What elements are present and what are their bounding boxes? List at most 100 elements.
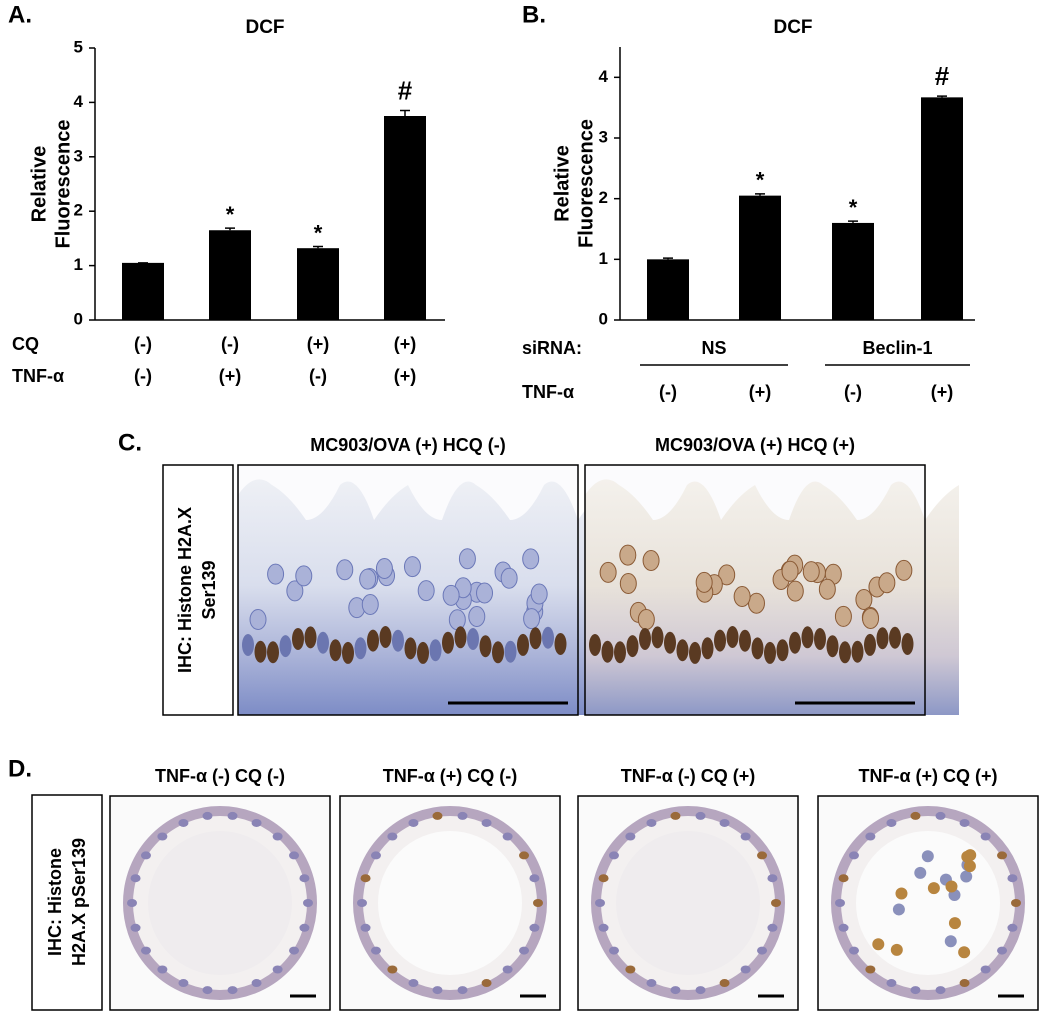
nucleus [945, 880, 958, 893]
nucleus [619, 544, 637, 566]
nucleus [959, 979, 970, 988]
nucleus [714, 629, 726, 652]
nucleus [614, 641, 626, 664]
image-title: TNF-α (-) CQ (+) [621, 766, 756, 786]
nucleus [695, 571, 713, 593]
row-label: TNF-α [522, 382, 574, 402]
nucleus [676, 639, 689, 662]
nucleus [776, 639, 789, 662]
row-label: TNF-α [12, 366, 64, 386]
nucleus [789, 631, 801, 654]
nucleus [601, 640, 614, 663]
significance-label: * [756, 168, 765, 193]
micrograph [817, 795, 1039, 1011]
nucleus [404, 637, 417, 660]
nucleus [872, 938, 885, 951]
error-bar [313, 245, 323, 249]
y-tick-label: 3 [599, 127, 608, 146]
nucleus [304, 626, 317, 649]
nucleus [502, 965, 513, 974]
nucleus [408, 818, 419, 827]
nucleus [886, 979, 897, 988]
nucleus [670, 986, 681, 995]
panel-label: B. [522, 1, 546, 28]
nucleus [448, 609, 466, 631]
nucleus [740, 832, 751, 841]
nucleus [202, 986, 213, 995]
nucleus [249, 608, 267, 630]
nucleus [299, 923, 310, 932]
nucleus [251, 818, 262, 827]
significance-label: # [398, 75, 413, 105]
nucleus [476, 582, 494, 604]
nucleus [481, 818, 492, 827]
nucleus [379, 626, 392, 649]
micrograph [237, 464, 612, 716]
condition-label: (-) [221, 334, 239, 354]
nucleus [892, 903, 905, 916]
bar [739, 195, 781, 320]
nucleus [251, 979, 262, 988]
bar [832, 222, 874, 320]
nucleus [747, 592, 765, 614]
significance-label: * [314, 220, 323, 245]
image-frame [237, 464, 579, 716]
nucleus [838, 923, 849, 932]
condition-label: (+) [394, 334, 417, 354]
nucleus [914, 866, 927, 879]
nucleus [370, 851, 381, 860]
y-tick-label: 5 [74, 37, 83, 56]
nucleus [375, 558, 393, 580]
nucleus [997, 946, 1008, 955]
panel-label: A. [8, 1, 32, 28]
nucleus [272, 832, 283, 841]
nucleus [598, 923, 609, 932]
side-label: IHC: Histone H2A.X [175, 507, 195, 673]
nucleus [862, 608, 880, 630]
nucleus [370, 946, 381, 955]
nucleus [818, 578, 836, 600]
nucleus [554, 632, 567, 655]
nucleus [639, 627, 651, 650]
nucleus [695, 986, 706, 995]
nucleus [157, 832, 168, 841]
nucleus [786, 580, 804, 602]
nucleus [429, 639, 442, 662]
nucleus [851, 640, 864, 663]
image-title: TNF-α (-) CQ (-) [155, 766, 285, 786]
nucleus [468, 605, 486, 627]
nucleus [886, 818, 897, 827]
nucleus [608, 946, 619, 955]
nucleus [865, 965, 876, 974]
y-tick-label: 4 [74, 92, 84, 111]
nucleus [529, 874, 540, 883]
side-label-box [162, 464, 234, 716]
significance-label: * [849, 195, 858, 220]
condition-label: (-) [309, 366, 327, 386]
nucleus [517, 633, 529, 656]
image-frame [577, 795, 799, 1011]
nucleus [839, 641, 851, 664]
nucleus [895, 559, 913, 581]
micrograph [339, 795, 561, 1011]
nucleus [359, 568, 377, 590]
nucleus [442, 631, 454, 654]
nucleus [733, 586, 751, 608]
side-label-box [31, 794, 103, 1011]
image-title: MC903/OVA (+) HCQ (+) [655, 435, 855, 455]
nucleus [367, 629, 379, 652]
nucleus [360, 923, 371, 932]
significance-label: * [226, 202, 235, 227]
nucleus [719, 818, 730, 827]
nucleus [848, 946, 859, 955]
group-label: NS [701, 338, 726, 358]
image-frame [584, 464, 926, 716]
lumen [616, 831, 760, 975]
chart-title: DCF [773, 17, 812, 38]
nucleus [895, 887, 908, 900]
nucleus [227, 986, 238, 995]
condition-label: (+) [307, 334, 330, 354]
nucleus [625, 965, 636, 974]
nucleus [598, 874, 609, 883]
